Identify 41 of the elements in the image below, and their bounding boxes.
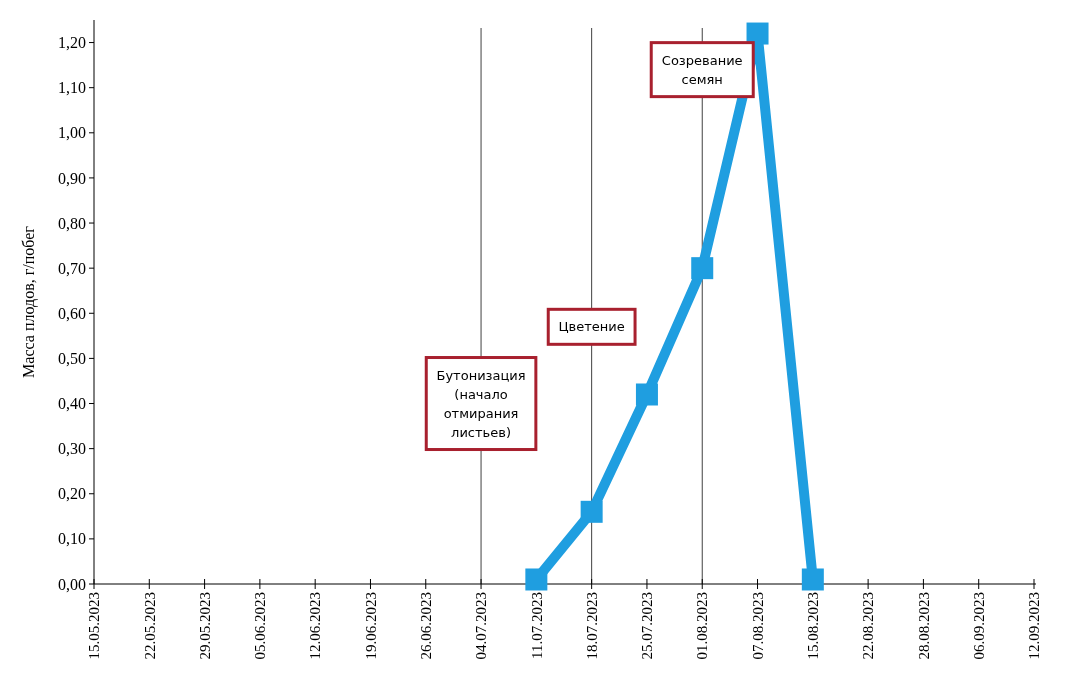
y-tick-label: 0,20	[58, 485, 86, 503]
y-tick-label: 0,70	[58, 259, 86, 277]
x-tick-label: 07.08.2023	[749, 592, 766, 660]
point	[801, 568, 824, 591]
point	[525, 568, 548, 591]
x-tick-label: 11.07.2023	[528, 592, 545, 659]
point	[746, 22, 769, 45]
x-tick-label: 01.08.2023	[694, 592, 711, 660]
x-tick-label: 22.05.2023	[141, 592, 158, 660]
y-axis-title: Масса плодов, г/побег	[20, 225, 38, 378]
point	[580, 500, 603, 523]
x-tick-label: 04.07.2023	[473, 592, 490, 660]
x-tick-label: 05.06.2023	[252, 592, 269, 660]
y-tick-label: 0,30	[58, 440, 86, 458]
y-tick-label: 0,80	[58, 214, 86, 232]
x-tick-label: 12.06.2023	[307, 592, 324, 660]
y-tick-label: 1,00	[58, 124, 86, 142]
y-tick-label: 0,00	[58, 575, 86, 593]
x-tick-label: 28.08.2023	[915, 592, 932, 660]
y-tick-label: 0,60	[58, 304, 86, 322]
x-tick-label: 12.09.2023	[1026, 592, 1043, 660]
x-tick-label: 06.09.2023	[970, 592, 987, 660]
x-tick-label: 15.05.2023	[86, 592, 103, 660]
annotation: Бутонизация (начало отмирания листьев)	[436, 367, 526, 440]
y-tick-label: 0,50	[58, 350, 86, 367]
annotation: Цветение	[558, 319, 625, 335]
x-tick-label: 15.08.2023	[805, 592, 822, 660]
y-tick-label: 1,10	[58, 79, 86, 97]
point	[635, 383, 658, 406]
y-tick-label: 1,20	[58, 34, 86, 52]
x-tick-label: 19.06.2023	[362, 592, 379, 660]
point	[691, 257, 714, 280]
y-tick-label: 0,90	[58, 169, 86, 187]
x-tick-label: 29.05.2023	[196, 592, 213, 660]
y-tick-label: 0,10	[58, 530, 86, 548]
annotation: Созревание семян	[661, 52, 743, 87]
y-tick-label: 0,40	[58, 395, 86, 413]
x-tick-label: 25.07.2023	[639, 592, 656, 660]
x-tick-label: 18.07.2023	[583, 592, 600, 660]
x-tick-label: 22.08.2023	[860, 592, 877, 660]
x-tick-label: 26.06.2023	[418, 592, 435, 660]
